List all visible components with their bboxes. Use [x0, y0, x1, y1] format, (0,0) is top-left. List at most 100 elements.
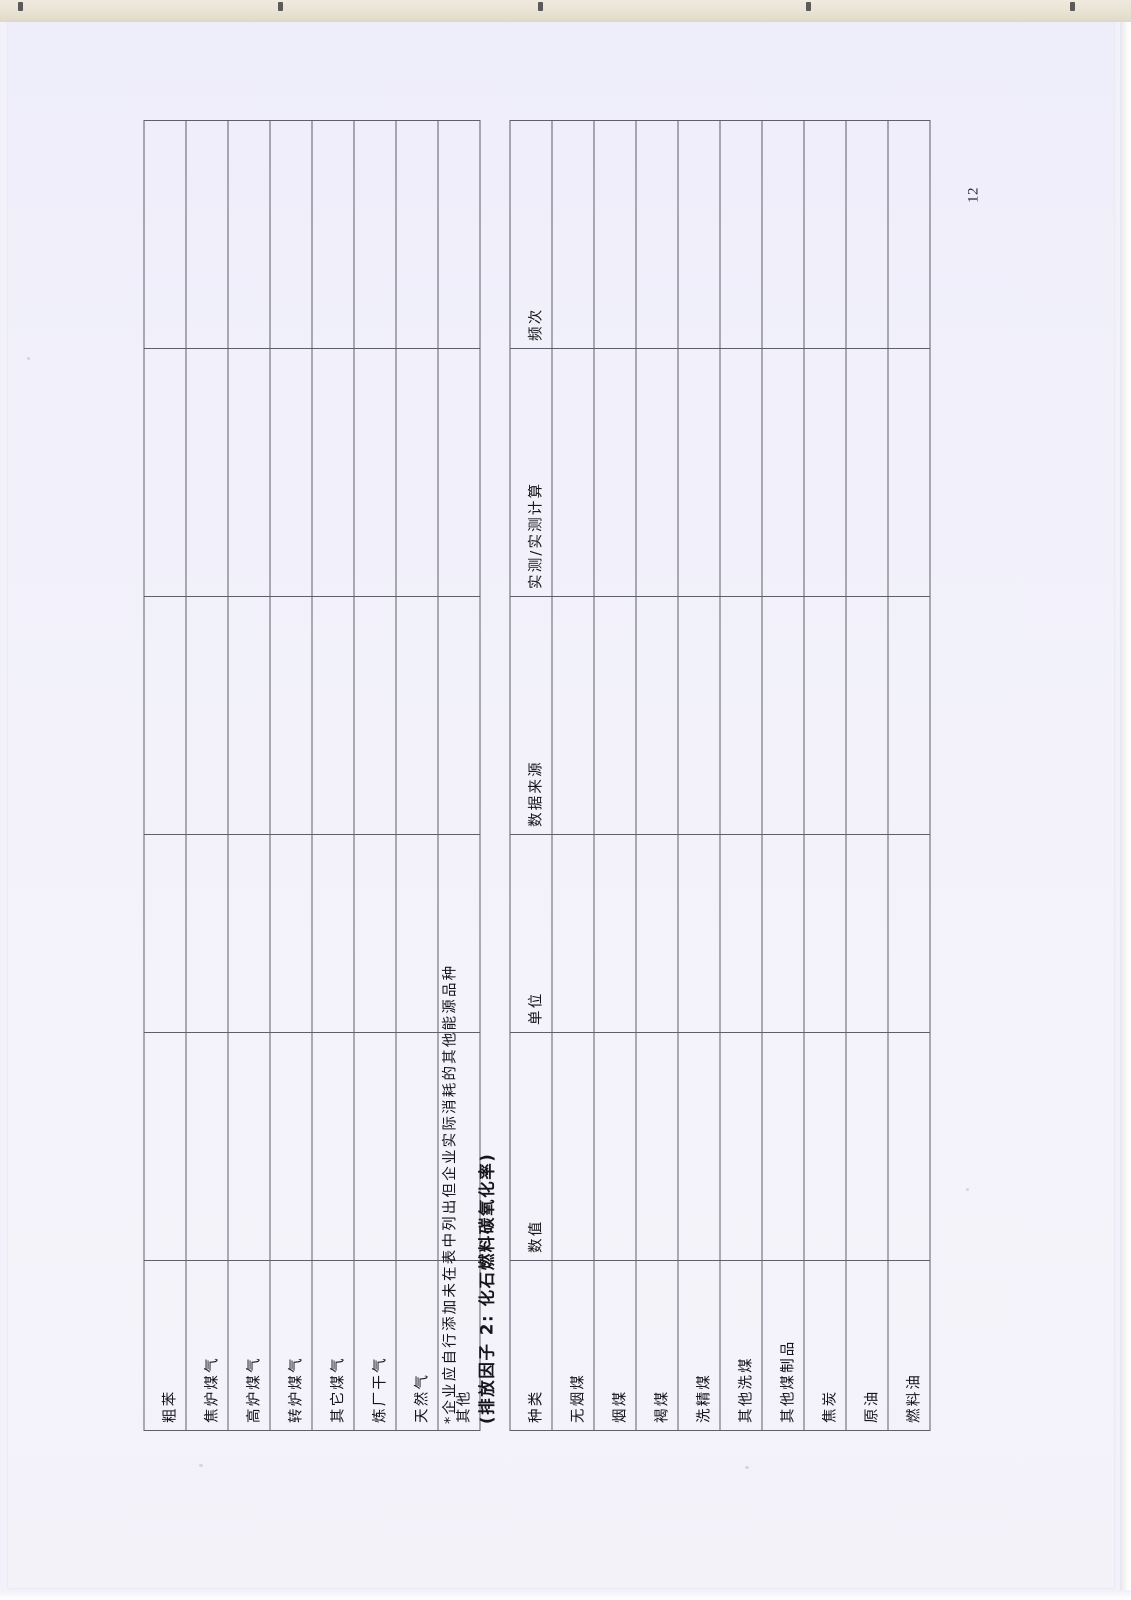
cell-measured[interactable] — [269, 348, 312, 597]
cell-frequency[interactable] — [227, 120, 270, 349]
cell-measured[interactable] — [143, 348, 186, 597]
cell-unit[interactable] — [269, 834, 312, 1033]
cell-frequency[interactable] — [803, 120, 846, 349]
cell-frequency[interactable] — [551, 120, 594, 349]
cell-frequency[interactable] — [719, 120, 762, 349]
cell-measured[interactable] — [845, 348, 888, 597]
oxidation-rate-table: 种类 数值 单位 数据来源 实测/实测计算 频次 无烟煤 — [509, 120, 930, 1431]
cell-frequency[interactable] — [269, 120, 312, 349]
cell-unit[interactable] — [887, 834, 930, 1033]
cell-measured[interactable] — [395, 348, 438, 597]
table-row: 天然气 — [395, 120, 438, 1431]
cell-measured[interactable] — [593, 348, 636, 597]
row-label: 炼厂干气 — [353, 1260, 396, 1431]
cell-value[interactable] — [185, 1032, 228, 1261]
col-header-type: 种类 — [509, 1260, 552, 1431]
cell-data-source[interactable] — [269, 596, 312, 835]
cell-unit[interactable] — [311, 834, 354, 1033]
cell-measured[interactable] — [311, 348, 354, 597]
cell-frequency[interactable] — [143, 120, 186, 349]
cell-data-source[interactable] — [635, 596, 678, 835]
cell-data-source[interactable] — [761, 596, 804, 835]
cell-frequency[interactable] — [635, 120, 678, 349]
row-label: 褐煤 — [635, 1260, 678, 1431]
cell-data-source[interactable] — [593, 596, 636, 835]
cell-unit[interactable] — [803, 834, 846, 1033]
cell-data-source[interactable] — [845, 596, 888, 835]
cell-value[interactable] — [311, 1032, 354, 1261]
cell-data-source[interactable] — [353, 596, 396, 835]
cell-value[interactable] — [845, 1032, 888, 1261]
cell-value[interactable] — [635, 1032, 678, 1261]
table-row: 燃料油 — [887, 120, 930, 1431]
cell-data-source[interactable] — [437, 596, 480, 835]
cell-unit[interactable] — [551, 834, 594, 1033]
cell-unit[interactable] — [677, 834, 720, 1033]
table-row: 洗精煤 — [677, 120, 720, 1431]
cell-unit[interactable] — [635, 834, 678, 1033]
cell-unit[interactable] — [227, 834, 270, 1033]
table-row: 焦炭 — [803, 120, 846, 1431]
cell-measured[interactable] — [185, 348, 228, 597]
cell-value[interactable] — [227, 1032, 270, 1261]
cell-unit[interactable] — [185, 834, 228, 1033]
cell-data-source[interactable] — [227, 596, 270, 835]
cell-value[interactable] — [395, 1032, 438, 1261]
cell-data-source[interactable] — [185, 596, 228, 835]
cell-unit[interactable] — [761, 834, 804, 1033]
cell-measured[interactable] — [677, 348, 720, 597]
cell-value[interactable] — [143, 1032, 186, 1261]
cell-unit[interactable] — [353, 834, 396, 1033]
cell-value[interactable] — [719, 1032, 762, 1261]
row-label: 天然气 — [395, 1260, 438, 1431]
cell-data-source[interactable] — [395, 596, 438, 835]
cell-value[interactable] — [677, 1032, 720, 1261]
cell-data-source[interactable] — [887, 596, 930, 835]
cell-measured[interactable] — [635, 348, 678, 597]
cell-data-source[interactable] — [311, 596, 354, 835]
cell-measured[interactable] — [803, 348, 846, 597]
cell-value[interactable] — [353, 1032, 396, 1261]
cell-frequency[interactable] — [887, 120, 930, 349]
table-row: 高炉煤气 — [227, 120, 270, 1431]
cell-value[interactable] — [593, 1032, 636, 1261]
cell-unit[interactable] — [845, 834, 888, 1033]
cell-value[interactable] — [269, 1032, 312, 1261]
cell-frequency[interactable] — [437, 120, 480, 349]
cell-value[interactable] — [761, 1032, 804, 1261]
cell-data-source[interactable] — [803, 596, 846, 835]
cell-frequency[interactable] — [761, 120, 804, 349]
cell-data-source[interactable] — [551, 596, 594, 835]
cell-frequency[interactable] — [185, 120, 228, 349]
cell-data-source[interactable] — [143, 596, 186, 835]
cell-data-source[interactable] — [677, 596, 720, 835]
cell-value[interactable] — [803, 1032, 846, 1261]
cell-unit[interactable] — [395, 834, 438, 1033]
scanner-top-bar — [0, 0, 1131, 22]
cell-measured[interactable] — [353, 348, 396, 597]
cell-frequency[interactable] — [845, 120, 888, 349]
cell-unit[interactable] — [719, 834, 762, 1033]
cell-frequency[interactable] — [353, 120, 396, 349]
cell-unit[interactable] — [593, 834, 636, 1033]
cell-frequency[interactable] — [593, 120, 636, 349]
cell-measured[interactable] — [227, 348, 270, 597]
cell-data-source[interactable] — [719, 596, 762, 835]
col-header-value: 数值 — [509, 1032, 552, 1261]
cell-measured[interactable] — [719, 348, 762, 597]
cell-frequency[interactable] — [677, 120, 720, 349]
cell-value[interactable] — [887, 1032, 930, 1261]
cell-unit[interactable] — [143, 834, 186, 1033]
fuel-varieties-body: 粗苯 焦炉煤气 — [143, 120, 480, 1431]
cell-measured[interactable] — [887, 348, 930, 597]
row-label: 原油 — [845, 1260, 888, 1431]
scan-mark — [278, 2, 283, 11]
table-row: 褐煤 — [635, 120, 678, 1431]
cell-frequency[interactable] — [395, 120, 438, 349]
cell-measured[interactable] — [551, 348, 594, 597]
cell-value[interactable] — [551, 1032, 594, 1261]
cell-measured[interactable] — [437, 348, 480, 597]
paper-speck — [199, 1464, 203, 1467]
cell-frequency[interactable] — [311, 120, 354, 349]
cell-measured[interactable] — [761, 348, 804, 597]
